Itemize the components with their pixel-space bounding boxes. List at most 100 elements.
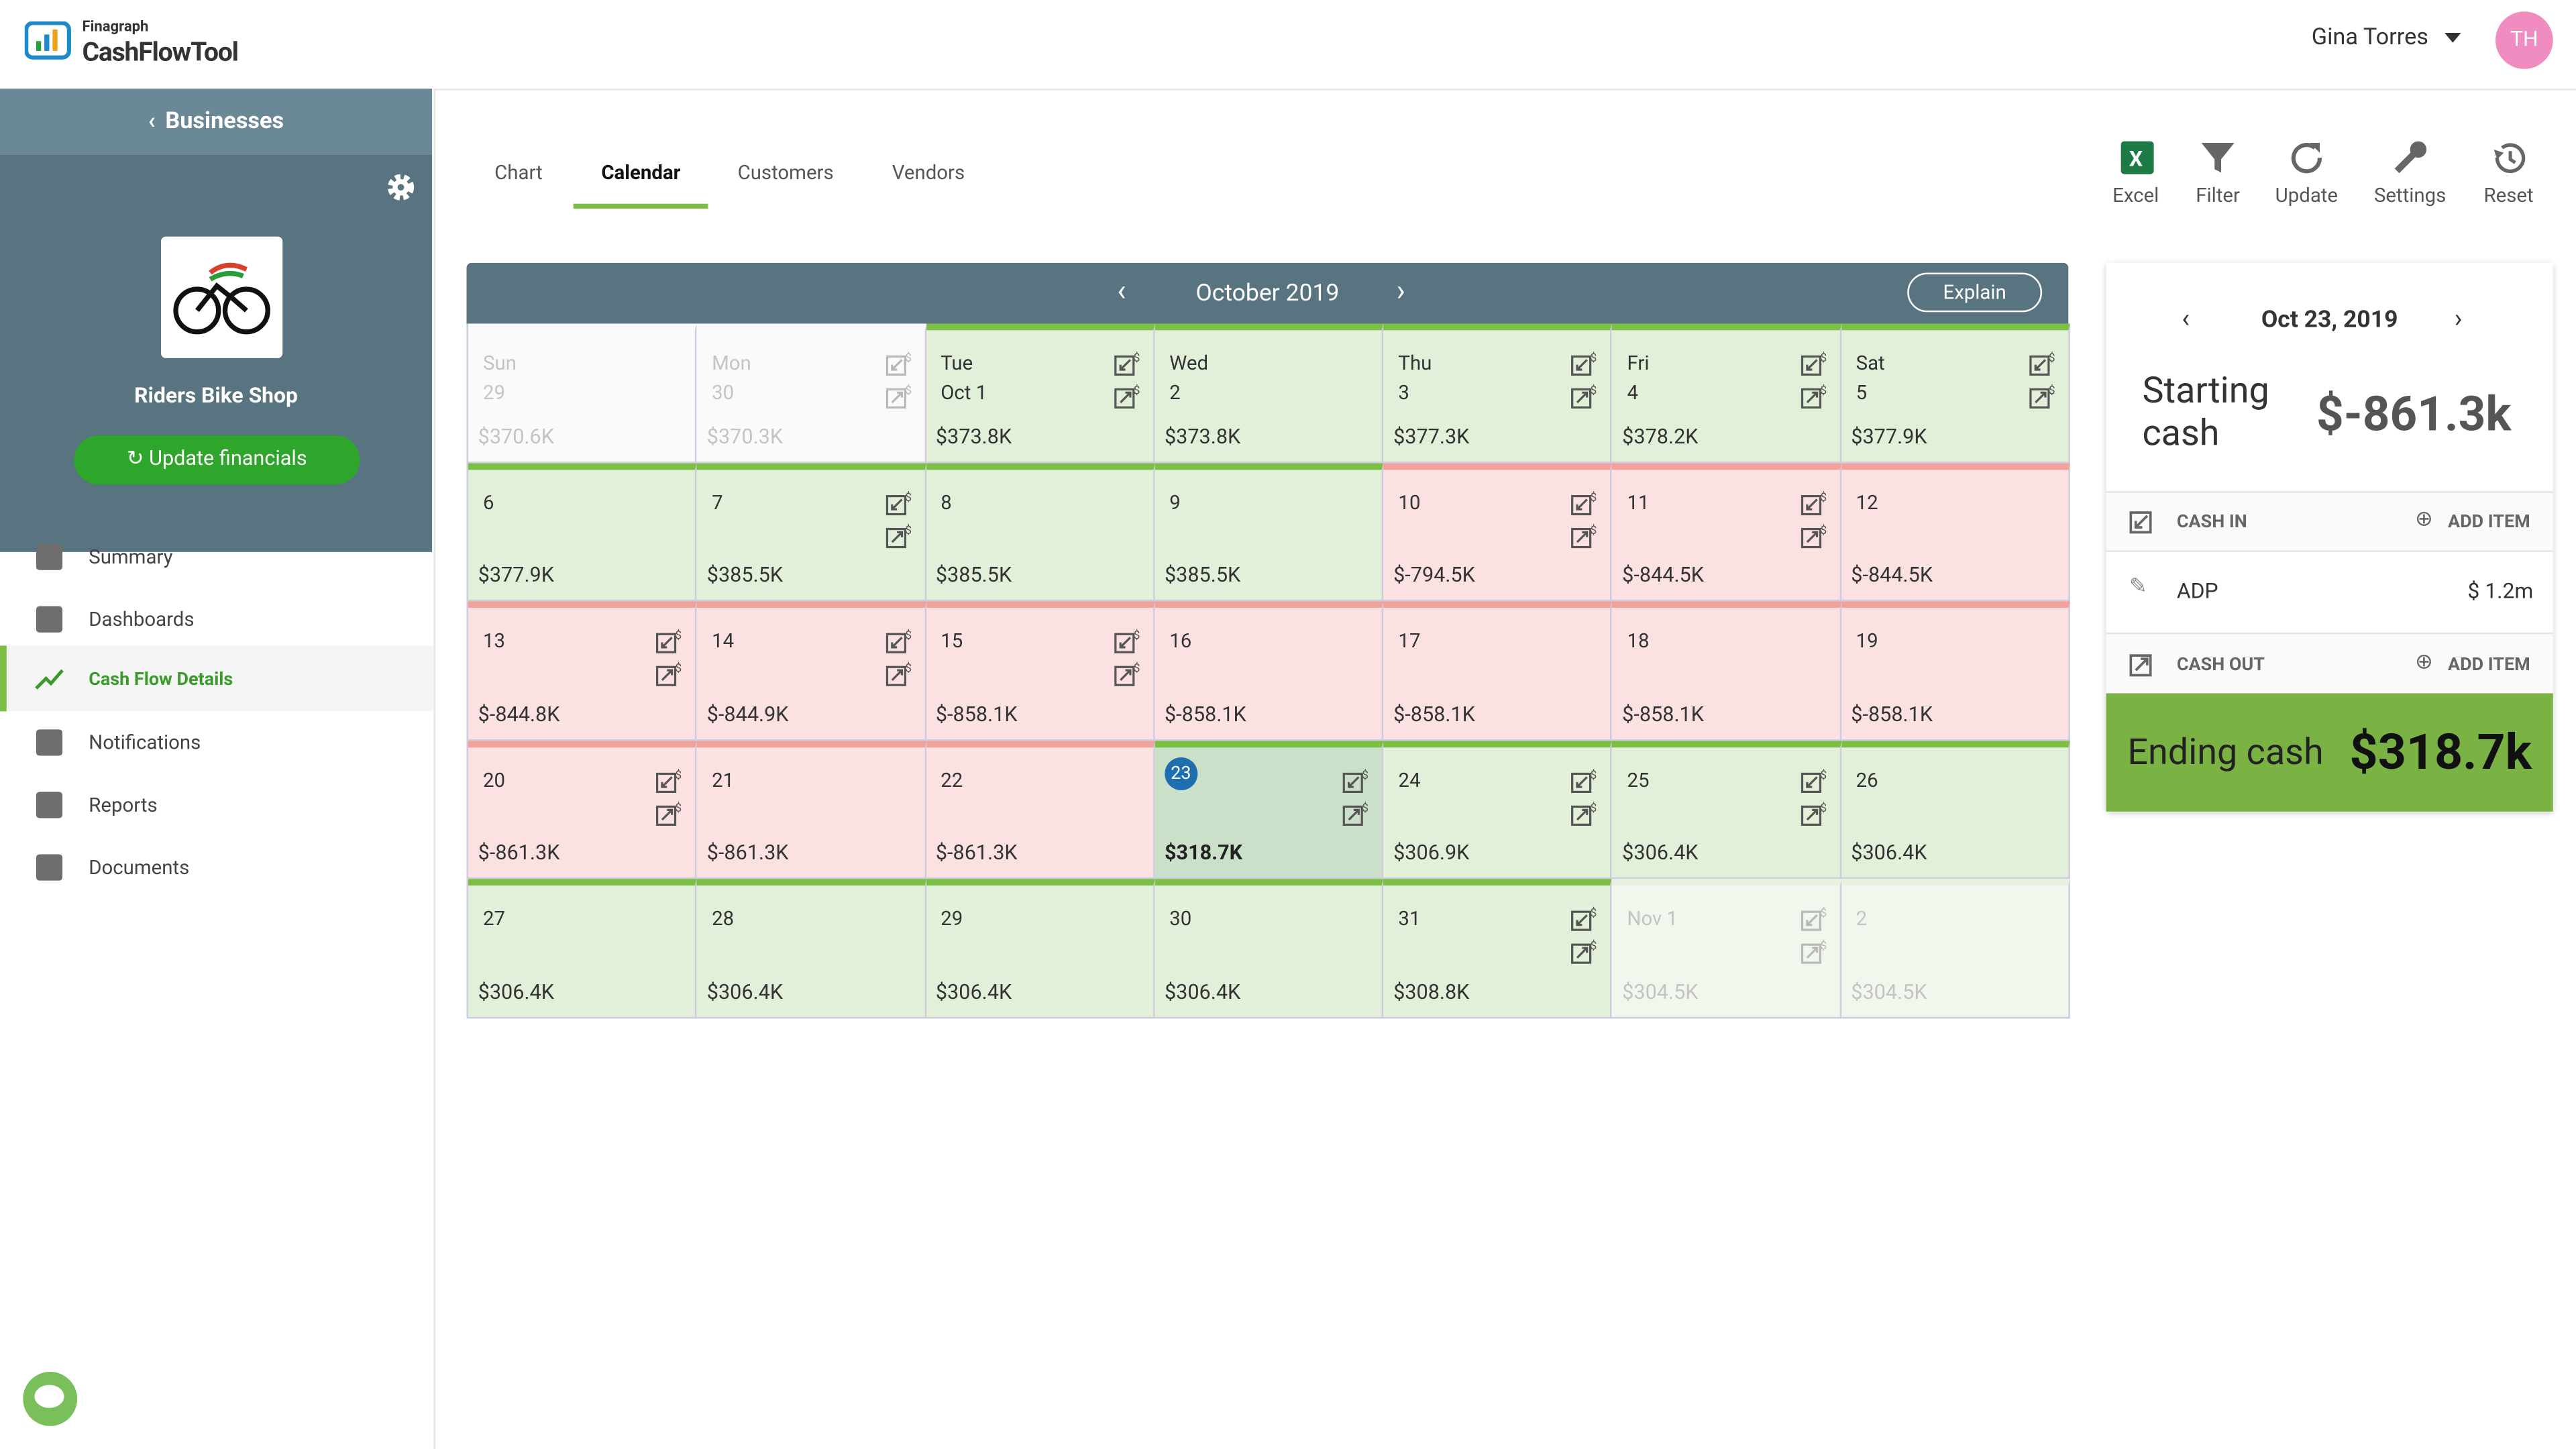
cell-icons[interactable]: $$ <box>1114 350 1140 409</box>
item-row[interactable]: ✎ ADP $ 1.2m <box>2106 550 2553 632</box>
nav-label[interactable]: Reports <box>89 793 158 817</box>
tool-button[interactable]: Filter <box>2169 138 2267 207</box>
day-cell[interactable]: 2 $304.5K <box>1841 879 2070 1019</box>
cell-icons[interactable]: $$ <box>1571 350 1597 409</box>
day-cell[interactable]: Nov 1 $304.5K $ $ <box>1612 879 1841 1019</box>
nav-icon[interactable] <box>34 665 64 692</box>
day-cell[interactable]: 23 $318.7K $ $ <box>1155 740 1384 880</box>
day-cell[interactable]: 31 $308.8K $ $ <box>1383 879 1613 1019</box>
cell-icons[interactable]: $$ <box>885 489 911 548</box>
settings-gear[interactable] <box>384 171 417 204</box>
tool-icon[interactable] <box>2489 138 2528 178</box>
tab[interactable]: Customers <box>737 161 834 184</box>
explain-button[interactable]: Explain <box>1907 272 2043 313</box>
cell-icon-group[interactable]: $ $ <box>1800 350 1826 415</box>
day-cell[interactable]: 11 $-844.5K $ $ <box>1612 462 1841 602</box>
edit-icon[interactable]: ✎ <box>2129 575 2147 600</box>
add-icon[interactable]: ⊕ <box>2415 650 2433 676</box>
cell-icon-group[interactable]: $ $ <box>1800 489 1826 553</box>
cell-icon-group[interactable]: $ $ <box>1800 906 1826 970</box>
tool-button[interactable]: Reset <box>2459 138 2558 207</box>
tool-icon[interactable] <box>2390 138 2430 178</box>
cell-icon-group[interactable]: $ $ <box>885 628 911 692</box>
day-cell[interactable]: 28 $306.4K <box>697 879 926 1019</box>
tool-label[interactable]: Excel <box>2112 184 2159 207</box>
day-cell[interactable]: 16 $-858.1K <box>1155 601 1384 741</box>
nav-item[interactable]: Cash Flow Details <box>0 645 434 712</box>
cell-icon-group[interactable]: $ $ <box>1800 767 1826 831</box>
cell-icons[interactable]: $$ <box>885 628 911 687</box>
cell-icon-group[interactable]: $ $ <box>1342 767 1368 831</box>
cell-icon-group[interactable]: $ $ <box>1114 628 1140 692</box>
cell-icons[interactable]: $$ <box>1114 628 1140 687</box>
next-day[interactable]: › <box>2454 302 2463 334</box>
day-cell[interactable]: 30 $306.4K <box>1155 879 1384 1019</box>
day-cell[interactable]: Tue Oct 1 $373.8K $ $ <box>926 323 1155 463</box>
chat-button[interactable] <box>23 1371 78 1426</box>
nav-icon[interactable] <box>36 729 63 756</box>
tool-icon[interactable] <box>2287 138 2326 178</box>
tab[interactable]: Calendar <box>601 161 681 184</box>
tool-button[interactable]: Update <box>2257 138 2356 207</box>
nav-label[interactable]: Summary <box>89 545 173 569</box>
cell-icons[interactable]: $$ <box>1571 767 1597 826</box>
day-cell[interactable]: 21 $-861.3K <box>697 740 926 880</box>
cell-icons[interactable]: $$ <box>1342 767 1368 826</box>
nav-item[interactable]: Summary <box>0 524 434 590</box>
update-financials-button[interactable]: ↻ Update financials <box>74 435 360 485</box>
day-cell[interactable]: Sun 29 $370.6K <box>468 323 698 463</box>
day-cell[interactable]: 8 $385.5K <box>926 462 1155 602</box>
day-cell[interactable]: Thu 3 $377.3K $ $ <box>1383 323 1613 463</box>
nav-item[interactable]: Documents <box>0 835 434 900</box>
day-cell[interactable]: Mon 30 $370.3K $ $ <box>697 323 926 463</box>
nav-item[interactable]: Dashboards <box>0 586 434 652</box>
day-cell[interactable]: 13 $-844.8K $ $ <box>468 601 698 741</box>
tool-label[interactable]: Settings <box>2373 184 2447 207</box>
cell-icon-group[interactable]: $ $ <box>1571 350 1597 415</box>
nav-icon[interactable] <box>36 606 63 633</box>
user-name[interactable]: Gina Torres <box>2311 24 2428 51</box>
chat-icon[interactable] <box>23 1372 77 1426</box>
nav-label[interactable]: Dashboards <box>89 608 195 631</box>
tab[interactable]: Chart <box>494 161 543 184</box>
cell-icon-group[interactable]: $ $ <box>1114 350 1140 415</box>
day-cell[interactable]: 27 $306.4K <box>468 879 698 1019</box>
day-cell[interactable]: 7 $385.5K $ $ <box>697 462 926 602</box>
cell-icons[interactable]: $$ <box>1800 906 1826 965</box>
nav-label[interactable]: Documents <box>89 855 190 879</box>
day-cell[interactable]: 18 $-858.1K <box>1612 601 1841 741</box>
day-cell[interactable]: 19 $-858.1K <box>1841 601 2070 741</box>
day-cell[interactable]: 22 $-861.3K <box>926 740 1155 880</box>
add-item-in[interactable]: ADD ITEM <box>2447 511 2530 533</box>
day-cell[interactable]: 29 $306.4K <box>926 879 1155 1019</box>
day-cell[interactable]: 24 $306.9K $ $ <box>1383 740 1613 880</box>
day-cell[interactable]: 12 $-844.5K <box>1841 462 2070 602</box>
nav-icon[interactable] <box>36 854 63 881</box>
cell-icon-group[interactable]: $ $ <box>885 350 911 415</box>
next-month[interactable]: › <box>1396 274 1405 309</box>
prev-month[interactable]: ‹ <box>1117 274 1126 309</box>
tool-icon[interactable]: X <box>2116 138 2155 178</box>
cell-icons[interactable]: $$ <box>885 350 911 409</box>
cell-icons[interactable]: $$ <box>656 767 682 826</box>
cell-icon-group[interactable]: $ $ <box>2029 350 2055 415</box>
cell-icons[interactable]: $$ <box>1571 489 1597 548</box>
user-caret[interactable] <box>2445 32 2461 43</box>
day-cell[interactable]: Sat 5 $377.9K $ $ <box>1841 323 2070 463</box>
tool-button[interactable]: X Excel <box>2086 138 2185 207</box>
nav-label[interactable]: Notifications <box>89 731 201 755</box>
nav-label[interactable]: Cash Flow Details <box>89 667 233 690</box>
day-cell[interactable]: 26 $306.4K <box>1841 740 2070 880</box>
button-text[interactable]: Update financials <box>149 447 307 472</box>
day-cell[interactable]: 6 $377.9K <box>468 462 698 602</box>
day-cell[interactable]: Wed 2 $373.8K <box>1155 323 1384 463</box>
add-icon[interactable]: ⊕ <box>2415 507 2433 533</box>
day-cell[interactable]: 20 $-861.3K $ $ <box>468 740 698 880</box>
day-cell[interactable]: 10 $-794.5K $ $ <box>1383 462 1613 602</box>
back-text[interactable]: Businesses <box>165 108 284 135</box>
cell-icons[interactable]: $$ <box>1800 489 1826 548</box>
cell-icon-group[interactable]: $ $ <box>656 628 682 692</box>
day-cell[interactable]: 14 $-844.9K $ $ <box>697 601 926 741</box>
day-cell[interactable]: 25 $306.4K $ $ <box>1612 740 1841 880</box>
back-link[interactable]: ‹ Businesses <box>0 89 433 155</box>
